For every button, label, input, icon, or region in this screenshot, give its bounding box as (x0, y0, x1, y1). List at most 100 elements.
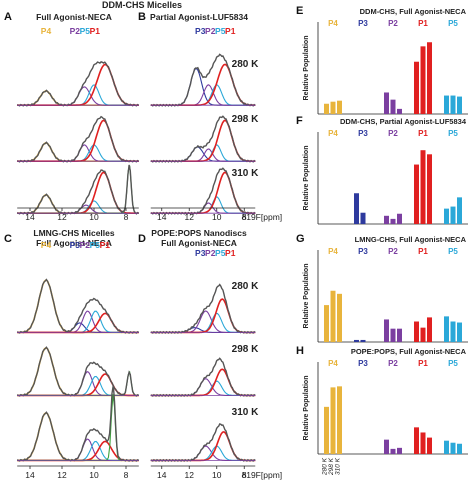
bar-p1 (420, 327, 426, 342)
spectrum-component-p5 (150, 312, 256, 333)
category-label-p1: P1 (418, 247, 428, 256)
spectrum-data-line (150, 423, 256, 462)
category-label-p4: P4 (328, 129, 338, 138)
category-label-p5: P5 (448, 19, 458, 28)
panel-letter: F (296, 115, 303, 127)
category-label-p5: P5 (448, 359, 458, 368)
peak-label-p5: P5 (215, 248, 226, 258)
panel-letter: C (4, 233, 12, 245)
peak-label-p1: P1 (100, 240, 111, 250)
y-axis-label: Relative Population (303, 146, 310, 211)
bar-p1 (420, 432, 426, 454)
ppm-tick-label: 8 (242, 212, 247, 222)
figure-header: DDM-CHS Micelles (102, 0, 182, 10)
ppm-tick-label: 10 (212, 212, 222, 222)
bar-p1 (427, 154, 432, 224)
ppm-axis-label: δ19F[ppm] (242, 212, 283, 222)
spectrum-component-p3 (150, 146, 256, 162)
peak-label-p4: P4 (41, 240, 52, 250)
temp-label: 298 K (232, 114, 259, 125)
category-label-p2: P2 (388, 19, 398, 28)
bar-p2 (390, 328, 396, 342)
panel-title: Full Agonist-NECA (161, 238, 237, 248)
spectrum-data-line (150, 167, 256, 215)
bar-chart-G: G LMNG-CHS, Full Agonist-NECA Relative Pop… (296, 233, 468, 343)
bar-p5 (444, 316, 449, 342)
panel-letter: E (296, 5, 303, 17)
ppm-tick-label: 10 (212, 470, 222, 480)
bar-p4 (337, 100, 342, 114)
bar-p5 (450, 442, 456, 454)
bar-p4 (324, 406, 329, 454)
bar-charts-layer: E DDM-CHS, Full Agonist-NECA Relative Popu… (296, 5, 468, 476)
bar-p1 (427, 317, 432, 342)
spectrum-component-p5 (150, 380, 256, 396)
panel-title: Full Agonist-NECA (36, 12, 112, 22)
category-label-p3: P3 (358, 129, 368, 138)
spectrum-component-p4 (17, 278, 139, 334)
ppm-axis-label: δ19F[ppm] (242, 470, 283, 480)
peak-label-p1: P1 (225, 248, 236, 258)
spectrum-data-line (16, 346, 140, 397)
peak-label-p5: P5 (90, 240, 101, 250)
chart-title: DDM-CHS, Partial Agonist-LUF5834 (340, 117, 467, 126)
bar-p5 (457, 443, 462, 454)
ppm-tick-label: 14 (25, 470, 35, 480)
category-label-p2: P2 (388, 359, 398, 368)
bar-p3 (354, 339, 359, 342)
temp-label: 298 K (232, 344, 259, 355)
bar-p1 (420, 46, 426, 114)
bar-p2 (390, 218, 396, 224)
y-axis-label: Relative Population (303, 376, 310, 441)
bar-p2 (390, 99, 396, 114)
category-label-p4: P4 (328, 359, 338, 368)
bar-p1 (414, 164, 419, 224)
ppm-tick-label: 8 (124, 470, 129, 480)
bar-p3 (360, 339, 366, 342)
bar-p5 (444, 95, 449, 114)
ppm-tick-label: 12 (185, 212, 195, 222)
bar-p2 (390, 448, 396, 454)
bar-p1 (427, 437, 432, 454)
peak-label-p2: P2 (70, 26, 81, 36)
category-label-p2: P2 (388, 129, 398, 138)
bar-p1 (414, 321, 419, 342)
peak-label-p4: P4 (41, 26, 52, 36)
bar-p2 (384, 215, 389, 224)
category-label-p1: P1 (418, 19, 428, 28)
spectrum-data-line (16, 385, 140, 462)
peak-label-p5: P5 (80, 26, 91, 36)
panel-letter: B (138, 11, 146, 23)
ppm-tick-label: 12 (57, 470, 67, 480)
category-label-p5: P5 (448, 129, 458, 138)
nmr-panel-A: A Full Agonist-NECA P4 P2 P5 P1 14 12 10 8 (4, 11, 140, 222)
temp-label: 310 K (232, 168, 259, 179)
spectrum-data-line (16, 60, 140, 107)
temp-label: 280 K (232, 59, 259, 70)
spectrum-component-p4 (17, 411, 139, 462)
spectrum-component-green (17, 165, 139, 214)
spectrum-component-p4 (17, 346, 139, 397)
spectrum-component-p5 (150, 196, 256, 214)
ppm-tick-label: 10 (89, 212, 99, 222)
bar-p4 (324, 103, 329, 114)
panel-title: Full Agonist-NECA (36, 238, 112, 248)
spectrum-component-p1 (150, 298, 256, 334)
bar-p4 (330, 387, 336, 454)
bar-chart-F: F DDM-CHS, Partial Agonist-LUF5834 Relativ… (296, 115, 468, 225)
bar-p2 (384, 92, 389, 114)
ppm-tick-label: 8 (124, 212, 129, 222)
bar-p2 (397, 328, 402, 342)
category-label-p2: P2 (388, 247, 398, 256)
peak-label-p3: P3 (195, 26, 206, 36)
bar-p5 (457, 96, 462, 114)
peak-label-p1: P1 (90, 26, 101, 36)
bar-p1 (420, 150, 426, 224)
peak-label-p3: P3 (195, 248, 206, 258)
peak-label-p1: P1 (225, 26, 236, 36)
category-label-p5: P5 (448, 247, 458, 256)
bar-p5 (457, 322, 462, 342)
